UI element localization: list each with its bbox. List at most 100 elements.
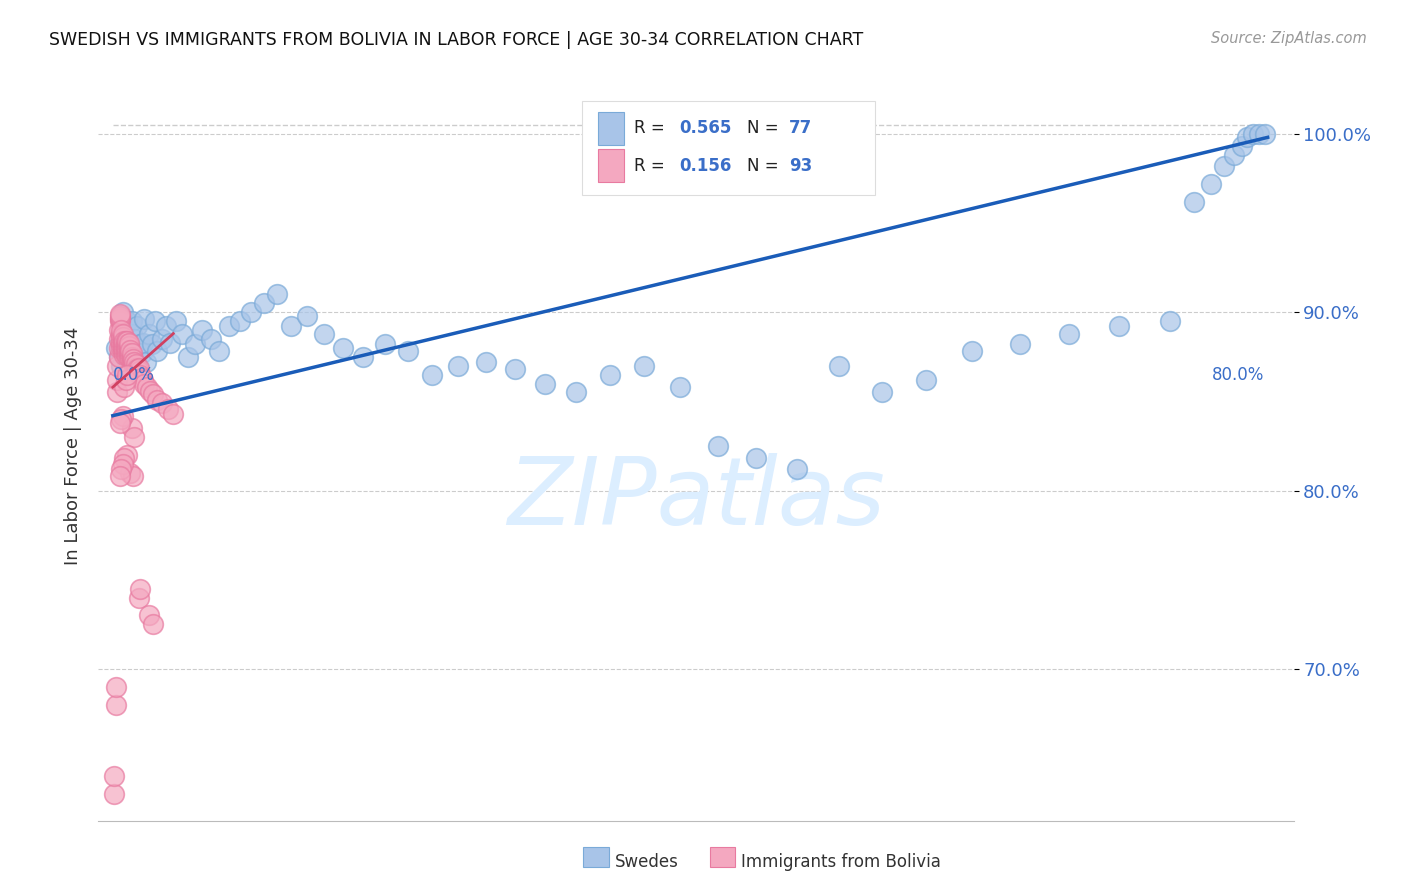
Point: [962, 344, 984, 359]
Point: [176, 350, 198, 364]
Text: 0.0%: 0.0%: [112, 366, 155, 384]
Point: [128, 360, 150, 375]
Point: [115, 368, 138, 382]
Point: [599, 368, 621, 382]
Point: [114, 341, 136, 355]
Point: [122, 350, 145, 364]
Text: Source: ZipAtlas.com: Source: ZipAtlas.com: [1211, 31, 1367, 46]
Point: [128, 344, 150, 359]
Point: [112, 380, 135, 394]
Point: [138, 326, 160, 341]
Point: [132, 335, 155, 350]
Point: [533, 376, 555, 391]
FancyBboxPatch shape: [598, 112, 624, 145]
Point: [108, 310, 131, 325]
Point: [280, 319, 302, 334]
Point: [121, 346, 143, 360]
Point: [110, 330, 132, 344]
Point: [332, 341, 354, 355]
Point: [184, 337, 207, 351]
Point: [103, 787, 125, 801]
Point: [107, 332, 129, 346]
Text: R =: R =: [634, 157, 669, 175]
Point: [115, 334, 138, 348]
Point: [108, 314, 131, 328]
Point: [295, 309, 318, 323]
Point: [112, 451, 135, 466]
Point: [104, 341, 127, 355]
Text: Swedes: Swedes: [614, 853, 678, 871]
Point: [112, 348, 135, 362]
Text: 0.156: 0.156: [679, 157, 731, 175]
Point: [127, 362, 149, 376]
Point: [115, 337, 138, 351]
Point: [112, 344, 135, 359]
Point: [745, 451, 768, 466]
Point: [374, 337, 396, 351]
Point: [114, 344, 136, 359]
Point: [1213, 159, 1236, 173]
Point: [314, 326, 336, 341]
Point: [143, 314, 166, 328]
Point: [200, 332, 222, 346]
Point: [121, 350, 143, 364]
Point: [253, 296, 276, 310]
Point: [111, 305, 134, 319]
Text: 0.565: 0.565: [679, 120, 731, 137]
Point: [124, 359, 146, 373]
Point: [114, 373, 136, 387]
Point: [107, 323, 129, 337]
Point: [827, 359, 849, 373]
Point: [128, 591, 150, 605]
Point: [111, 457, 134, 471]
Point: [111, 341, 134, 355]
Point: [110, 337, 132, 351]
Point: [114, 348, 136, 362]
Point: [122, 355, 145, 369]
Point: [110, 412, 132, 426]
Point: [240, 305, 263, 319]
Point: [1230, 139, 1253, 153]
Point: [105, 359, 128, 373]
Point: [112, 337, 135, 351]
Point: [104, 698, 127, 712]
Point: [170, 326, 193, 341]
Point: [110, 462, 132, 476]
Point: [1241, 127, 1264, 141]
Point: [114, 337, 136, 351]
Point: [124, 355, 146, 369]
Point: [118, 343, 141, 357]
Point: [108, 307, 131, 321]
Point: [110, 341, 132, 355]
Point: [118, 335, 141, 350]
Point: [1057, 326, 1080, 341]
Point: [108, 309, 131, 323]
Text: R =: R =: [634, 120, 669, 137]
Point: [112, 337, 135, 351]
Text: 80.0%: 80.0%: [1212, 366, 1265, 384]
Point: [110, 323, 132, 337]
Point: [146, 344, 169, 359]
Point: [1247, 127, 1270, 141]
Point: [124, 430, 146, 444]
Point: [115, 341, 138, 355]
Point: [108, 312, 131, 326]
Point: [118, 350, 141, 364]
Point: [218, 319, 240, 334]
Point: [108, 416, 131, 430]
Point: [503, 362, 526, 376]
Point: [121, 353, 143, 368]
Point: [150, 332, 173, 346]
Point: [115, 314, 138, 328]
Point: [114, 334, 136, 348]
Point: [1108, 319, 1130, 334]
Point: [115, 448, 138, 462]
Point: [786, 462, 808, 476]
Point: [120, 346, 142, 360]
Point: [110, 359, 132, 373]
Text: 77: 77: [789, 120, 813, 137]
Point: [1182, 194, 1205, 209]
Point: [870, 385, 893, 400]
Point: [115, 348, 138, 362]
Point: [114, 346, 136, 360]
